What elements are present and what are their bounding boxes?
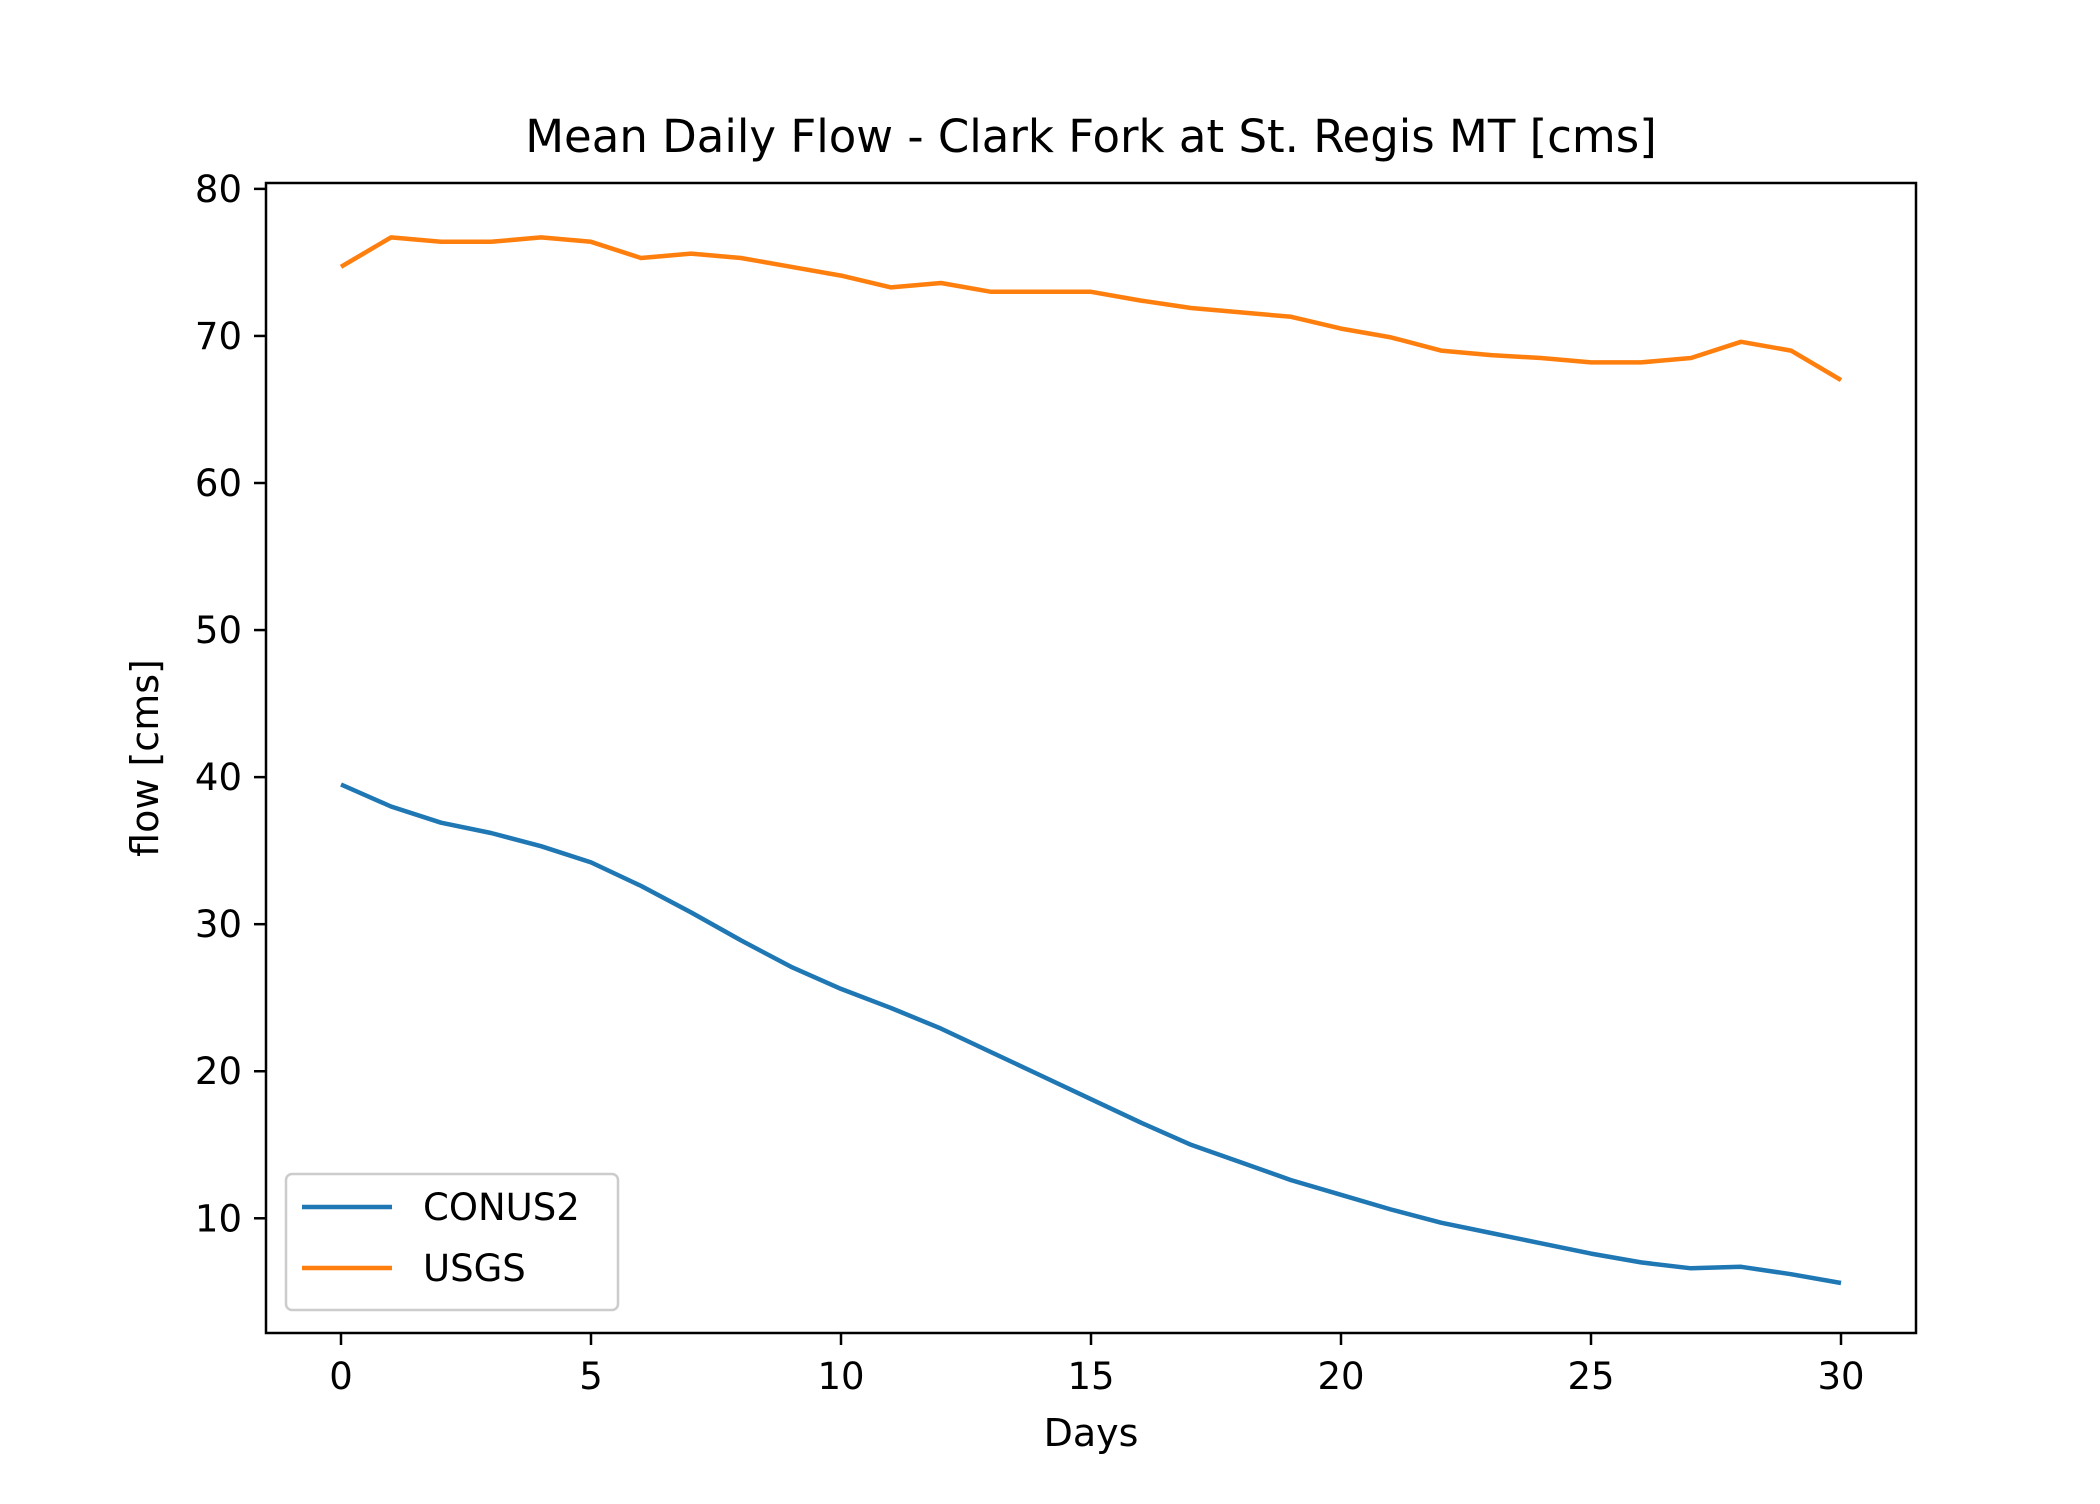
- x-axis-ticks: 0 5 10 15 20 25 30: [329, 1333, 1865, 1398]
- series-line-conus2: [340, 782, 1842, 1286]
- x-tick-label: 10: [817, 1355, 864, 1398]
- x-tick-label: 5: [579, 1355, 603, 1398]
- series-line-usgs: [339, 235, 1843, 383]
- chart-title: Mean Daily Flow - Clark Fork at St. Regi…: [525, 110, 1657, 163]
- y-tick-label: 80: [195, 168, 242, 211]
- y-tick-label: 30: [195, 903, 242, 946]
- legend-label-usgs: USGS: [423, 1247, 526, 1290]
- y-tick-label: 70: [195, 315, 242, 358]
- legend: CONUS2 USGS: [284, 1172, 620, 1312]
- legend-label-conus2: CONUS2: [423, 1186, 580, 1229]
- x-tick-label: 0: [329, 1355, 353, 1398]
- y-tick-label: 50: [195, 609, 242, 652]
- y-tick-label: 20: [195, 1050, 242, 1093]
- y-tick-label: 60: [195, 462, 242, 505]
- y-axis-label: flow [cms]: [123, 659, 167, 857]
- plot-area-frame: [264, 181, 1918, 1335]
- y-tick-label: 10: [195, 1197, 242, 1240]
- series-layer: [339, 235, 1843, 1286]
- y-axis-ticks: 10 20 30 40 50 60 70 80: [195, 168, 266, 1240]
- x-tick-label: 20: [1317, 1355, 1364, 1398]
- y-tick-label: 40: [195, 756, 242, 799]
- x-tick-label: 15: [1067, 1355, 1114, 1398]
- x-tick-label: 30: [1817, 1355, 1864, 1398]
- x-axis-label: Days: [1044, 1411, 1139, 1455]
- x-tick-label: 25: [1567, 1355, 1614, 1398]
